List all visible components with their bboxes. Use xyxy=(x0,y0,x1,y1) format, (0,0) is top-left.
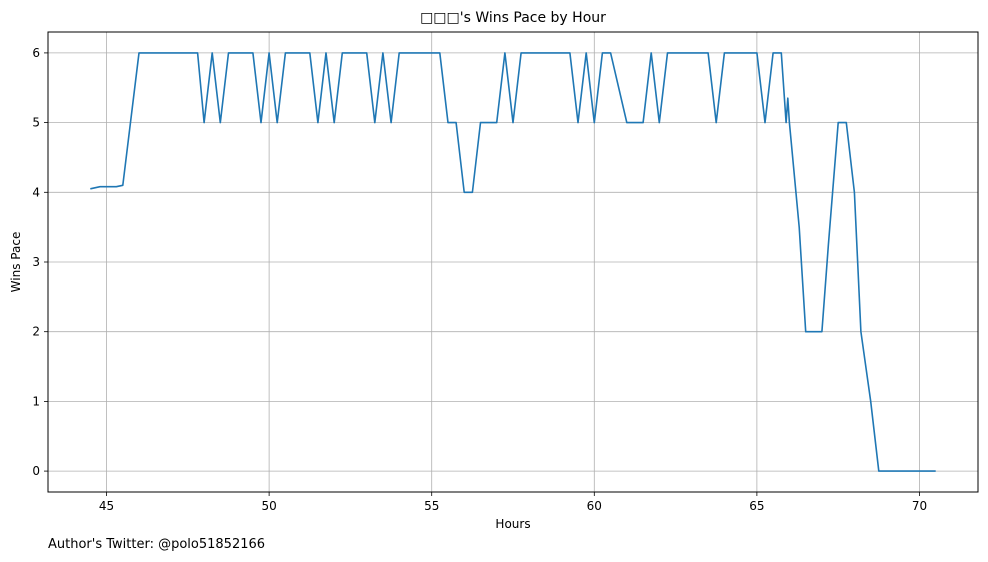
x-tick-label: 60 xyxy=(587,499,602,513)
y-tick-label: 0 xyxy=(32,464,40,478)
author-credit: Author's Twitter: @polo51852166 xyxy=(48,537,266,552)
x-tick-label: 45 xyxy=(99,499,114,513)
grid-lines xyxy=(48,32,978,492)
chart-title: □□□'s Wins Pace by Hour xyxy=(420,10,606,26)
y-tick-label: 4 xyxy=(32,185,40,199)
y-tick-label: 3 xyxy=(32,255,40,269)
x-tick-label: 70 xyxy=(912,499,927,513)
y-tick-label: 6 xyxy=(32,46,40,60)
y-axis-label: Wins Pace xyxy=(9,232,23,293)
series-group xyxy=(90,52,936,472)
x-axis-label: Hours xyxy=(495,517,530,531)
y-tick-label: 1 xyxy=(32,394,40,408)
y-tick-label: 5 xyxy=(32,116,40,130)
wins-pace-line xyxy=(90,52,936,472)
y-tick-label: 2 xyxy=(32,325,40,339)
x-tick-label: 65 xyxy=(749,499,764,513)
x-tick-label: 50 xyxy=(261,499,276,513)
x-tick-label: 55 xyxy=(424,499,439,513)
